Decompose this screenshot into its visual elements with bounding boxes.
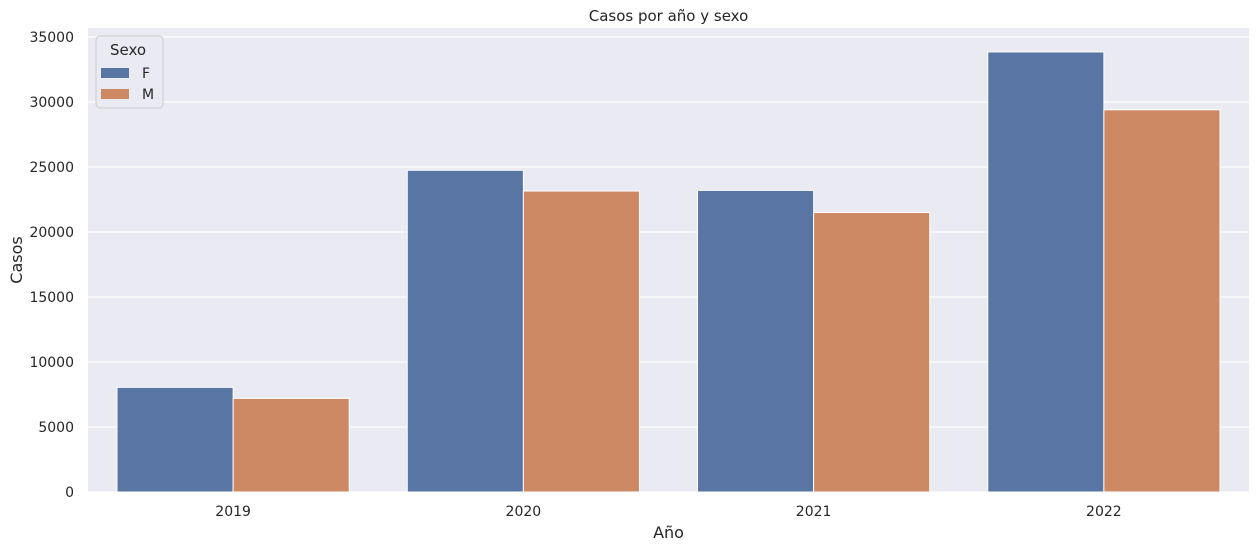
y-tick-label: 10000 (29, 355, 74, 371)
y-axis-label: Casos (7, 236, 26, 283)
y-tick-label: 35000 (29, 30, 74, 46)
x-tick-label: 2022 (1086, 504, 1122, 520)
legend-label-M: M (142, 87, 154, 103)
y-tick-label: 20000 (29, 225, 74, 241)
bar-M-2019 (232, 397, 350, 493)
y-tick-label: 25000 (29, 160, 74, 176)
bar-M-2021 (813, 212, 931, 493)
x-tick-label: 2020 (506, 504, 542, 520)
bars (116, 51, 1221, 493)
x-axis-ticks: 2019 2020 2021 2022 (215, 504, 1121, 520)
x-tick-label: 2019 (215, 504, 251, 520)
y-tick-label: 0 (65, 485, 74, 501)
y-axis-ticks: 0 5000 10000 15000 20000 25000 30000 35000 (29, 30, 74, 501)
chart-title: Casos por año y sexo (589, 7, 749, 25)
bar-F-2022 (987, 51, 1105, 493)
legend-title: Sexo (110, 41, 146, 59)
x-axis-label: Año (653, 523, 684, 542)
legend-label-F: F (142, 66, 150, 82)
bar-F-2020 (406, 169, 524, 493)
legend-swatch-F (101, 68, 129, 78)
y-tick-label: 30000 (29, 95, 74, 111)
y-tick-label: 5000 (38, 420, 74, 436)
legend: Sexo FM (95, 35, 164, 109)
bar-M-2022 (1103, 109, 1221, 493)
legend-swatch-M (101, 89, 129, 99)
y-tick-label: 15000 (29, 290, 74, 306)
x-tick-label: 2021 (796, 504, 832, 520)
bar-F-2019 (116, 386, 234, 493)
bar-F-2021 (697, 189, 815, 493)
bar-M-2020 (522, 190, 640, 493)
